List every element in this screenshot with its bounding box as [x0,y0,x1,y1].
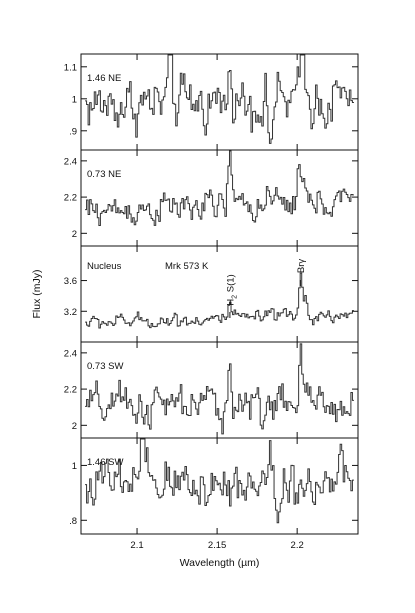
panel-frame-3 [80,245,359,343]
y-tick-label: 2 [72,421,77,432]
annotation-h2-s1: H2 S(1) [225,274,238,305]
x-axis-title: Wavelength (µm) [180,557,260,569]
x-tick-label: 2.2 [291,540,304,551]
spectrum-series-5 [85,438,354,524]
y-tick-label: .8 [69,516,77,527]
spectrum-series-2 [85,150,354,227]
panel-label-3: Nucleus [87,261,122,272]
x-tick-label: 2.15 [208,540,227,551]
y-tick-label: .9 [69,126,77,137]
object-label: Mrk 573 K [165,261,209,272]
y-tick-label: 1.1 [64,62,77,73]
spectrum-series-3 [85,272,354,329]
panel-label-4: 0.73 SW [87,361,123,372]
spectrum-series-1 [85,54,354,144]
panel-frame-4 [80,341,359,439]
y-tick-label: 2.2 [64,193,77,204]
x-tick-label: 2.1 [130,540,143,551]
spectrum-series-4 [85,343,354,435]
panel-label-5: 1.46 SW [87,457,123,468]
y-tick-label: 3.6 [64,276,77,287]
y-tick-label: 2.2 [64,385,77,396]
panel-frame-1 [80,53,359,151]
y-tick-label: 1 [72,94,77,105]
annotation-br-gamma: Brγ [296,259,307,274]
panel-frame-2 [80,149,359,247]
y-tick-label: 2.4 [64,348,77,359]
y-tick-label: 2.4 [64,156,77,167]
y-tick-label: 2 [72,229,77,240]
panel-label-2: 0.73 NE [87,169,121,180]
y-tick-label: 1 [72,461,77,472]
panel-label-1: 1.46 NE [87,73,121,84]
panel-frame-5 [80,437,359,535]
y-tick-label: 3.2 [64,307,77,318]
y-axis-title: Flux (mJy) [31,270,43,319]
